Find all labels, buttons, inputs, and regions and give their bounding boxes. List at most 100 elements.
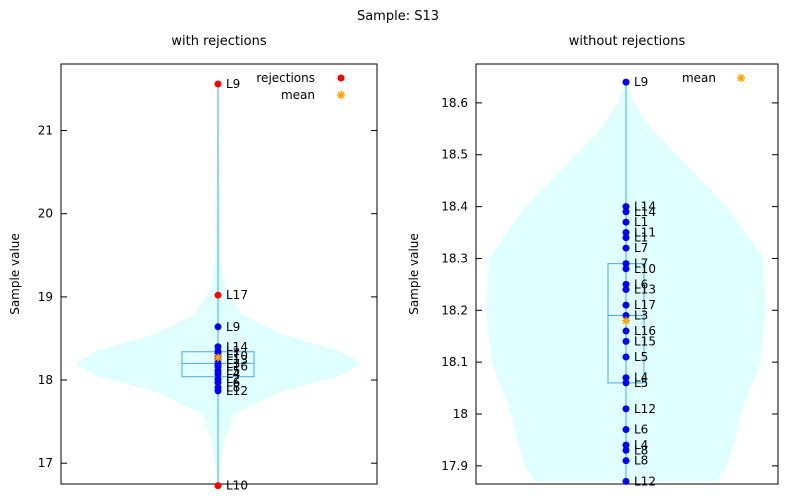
point-label: L10 bbox=[226, 349, 248, 363]
point-label: L1 bbox=[226, 344, 240, 358]
y-tick-label: 18 bbox=[453, 407, 468, 421]
point-label: L7 bbox=[634, 241, 648, 255]
mean-marker bbox=[622, 316, 630, 325]
y-tick-label: 18.2 bbox=[441, 303, 468, 317]
chart-panel-with-rejections: 17 18 19 20 21 with rejections Sample value L9 L… bbox=[8, 34, 378, 493]
legend-label: rejections bbox=[256, 71, 315, 85]
point-label: L12 bbox=[634, 474, 656, 488]
y-tick-label: 19 bbox=[38, 290, 53, 304]
point-label: L6 bbox=[634, 277, 648, 291]
chart-panel-without-rejections: 17.9 18 18.1 18.2 18.3 18.4 18.5 18.6 without re… bbox=[407, 34, 779, 488]
legend-symbol-mean bbox=[337, 91, 345, 99]
data-point bbox=[622, 327, 630, 335]
point-label: L7 bbox=[634, 257, 648, 271]
point-label: L8 bbox=[634, 454, 648, 468]
point-label: L14 bbox=[226, 340, 248, 354]
data-point bbox=[622, 311, 630, 319]
point-label: L13 bbox=[226, 353, 248, 367]
point-label: L11 bbox=[634, 226, 656, 240]
data-point bbox=[622, 78, 630, 86]
point-label: L6 bbox=[226, 376, 240, 390]
data-point bbox=[622, 426, 630, 434]
point-label: L4 bbox=[226, 367, 240, 381]
point-label: L10 bbox=[226, 479, 248, 493]
point-label: L16 bbox=[226, 360, 248, 374]
point-label: L3 bbox=[634, 308, 648, 322]
y-tick-label: 21 bbox=[38, 124, 53, 138]
point-label: L8 bbox=[634, 443, 648, 457]
data-point bbox=[214, 291, 222, 299]
data-point bbox=[622, 441, 630, 449]
data-point bbox=[622, 260, 630, 268]
data-point bbox=[622, 379, 630, 387]
point-label: L1 bbox=[634, 215, 648, 229]
mean-marker-stroke bbox=[622, 317, 630, 325]
point-label: L5 bbox=[634, 350, 648, 364]
data-point bbox=[622, 446, 630, 454]
point-label: L15 bbox=[634, 334, 656, 348]
point-label: L16 bbox=[634, 324, 656, 338]
panel-title: with rejections bbox=[171, 34, 266, 49]
y-tick-label: 17 bbox=[38, 456, 53, 470]
y-axis-label: Sample value bbox=[407, 233, 421, 315]
data-point bbox=[622, 203, 630, 211]
point-label: L4 bbox=[634, 438, 648, 452]
legend-symbol-rejections bbox=[337, 74, 345, 82]
data-point bbox=[622, 374, 630, 382]
data-point bbox=[622, 218, 630, 226]
y-tick-label: 20 bbox=[38, 207, 53, 221]
point-label: L8 bbox=[226, 381, 240, 395]
data-point bbox=[622, 234, 630, 242]
data-point bbox=[214, 80, 222, 88]
mean-marker-stroke bbox=[214, 354, 222, 362]
legend-label: mean bbox=[281, 88, 315, 102]
y-tick-label: 17.9 bbox=[441, 459, 468, 473]
data-point bbox=[214, 387, 222, 395]
point-label: L9 bbox=[634, 75, 648, 89]
data-point bbox=[214, 482, 222, 490]
legend-mean-stroke bbox=[337, 91, 345, 99]
point-label: L9 bbox=[226, 77, 240, 91]
point-label: L14 bbox=[634, 205, 656, 219]
data-point bbox=[214, 370, 222, 378]
point-label: L5 bbox=[634, 376, 648, 390]
point-label: L12 bbox=[226, 384, 248, 398]
mean-marker bbox=[214, 353, 222, 362]
data-point bbox=[622, 405, 630, 413]
y-tick-label: 18.1 bbox=[441, 355, 468, 369]
data-point bbox=[622, 265, 630, 273]
point-label: L9 bbox=[226, 320, 240, 334]
point-label: L1 bbox=[634, 231, 648, 245]
legend-symbol-mean bbox=[737, 74, 745, 82]
data-point bbox=[622, 353, 630, 361]
data-point bbox=[214, 379, 222, 387]
point-label: L6 bbox=[634, 423, 648, 437]
data-point bbox=[622, 229, 630, 237]
data-point bbox=[622, 280, 630, 288]
legend-label: mean bbox=[682, 71, 716, 85]
point-label: L17 bbox=[634, 298, 656, 312]
point-label: L2 bbox=[226, 372, 240, 386]
y-axis-label: Sample value bbox=[8, 233, 22, 315]
point-label: L13 bbox=[634, 283, 656, 297]
panel-title: without rejections bbox=[569, 34, 686, 49]
point-label: L10 bbox=[634, 262, 656, 276]
point-label: L7 bbox=[226, 346, 240, 360]
data-point bbox=[622, 301, 630, 309]
point-label: L17 bbox=[226, 288, 248, 302]
legend-mean-stroke bbox=[737, 74, 745, 82]
data-point bbox=[622, 457, 630, 465]
y-tick-label: 18.6 bbox=[441, 96, 468, 110]
point-label: L4 bbox=[634, 371, 648, 385]
y-tick-label: 18.5 bbox=[441, 148, 468, 162]
point-label: L12 bbox=[634, 402, 656, 416]
y-tick-label: 18.4 bbox=[441, 200, 468, 214]
data-point bbox=[622, 337, 630, 345]
data-point bbox=[622, 208, 630, 216]
data-point bbox=[622, 477, 630, 485]
y-tick-label: 18 bbox=[38, 373, 53, 387]
point-label: L14 bbox=[634, 200, 656, 214]
data-point bbox=[622, 244, 630, 252]
point-label: L5 bbox=[226, 364, 240, 378]
